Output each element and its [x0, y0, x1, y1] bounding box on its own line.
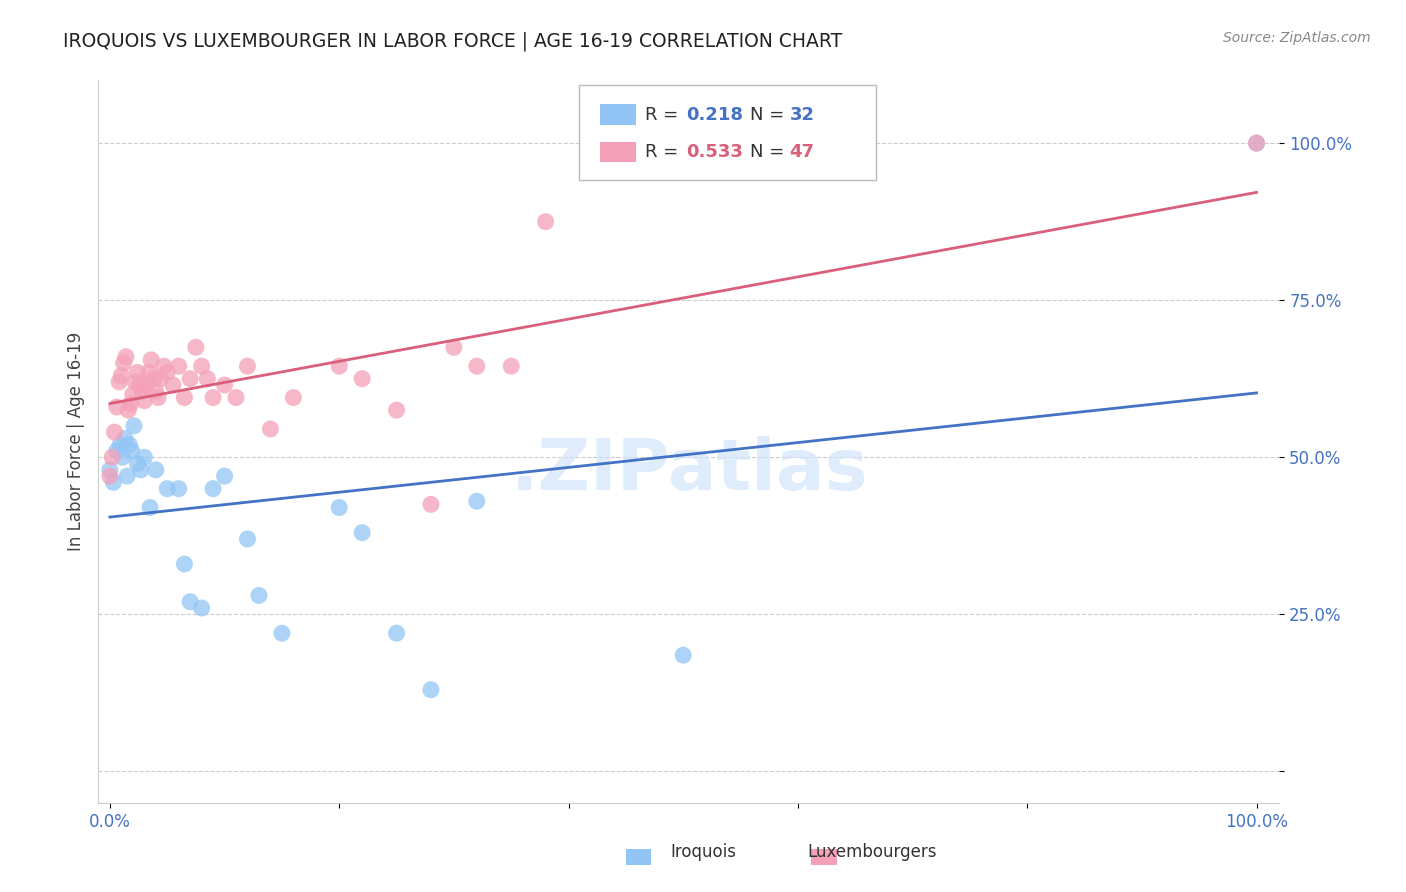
- Point: [167, 359, 190, 373]
- Point: [283, 391, 305, 405]
- Text: R =: R =: [645, 143, 685, 161]
- Point: [202, 391, 225, 405]
- Point: [328, 500, 350, 515]
- Point: [236, 359, 259, 373]
- Point: [152, 359, 174, 373]
- Point: [127, 457, 149, 471]
- Point: [135, 378, 157, 392]
- Point: [420, 497, 443, 511]
- Point: [167, 482, 190, 496]
- Point: [145, 384, 167, 399]
- Point: [420, 682, 443, 697]
- Text: .ZIPatlas: .ZIPatlas: [510, 436, 868, 505]
- Point: [115, 469, 138, 483]
- Point: [141, 352, 163, 367]
- FancyBboxPatch shape: [579, 86, 876, 180]
- Point: [103, 425, 125, 439]
- Point: [111, 450, 134, 465]
- Point: [134, 393, 156, 408]
- Point: [236, 532, 259, 546]
- Text: 0.218: 0.218: [686, 105, 744, 124]
- Text: 0.533: 0.533: [686, 143, 744, 161]
- Point: [443, 340, 465, 354]
- Point: [195, 372, 218, 386]
- Point: [115, 350, 138, 364]
- Point: [117, 403, 139, 417]
- Point: [129, 463, 152, 477]
- Point: [101, 450, 124, 465]
- Point: [156, 482, 179, 496]
- Point: [173, 391, 195, 405]
- Point: [190, 601, 212, 615]
- Text: Luxembourgers: Luxembourgers: [807, 843, 936, 861]
- Point: [190, 359, 212, 373]
- Text: N =: N =: [751, 105, 790, 124]
- Point: [124, 375, 146, 389]
- Point: [225, 391, 247, 405]
- Point: [534, 214, 557, 228]
- Point: [465, 494, 488, 508]
- Point: [134, 450, 156, 465]
- Text: Source: ZipAtlas.com: Source: ZipAtlas.com: [1223, 31, 1371, 45]
- Point: [118, 438, 141, 452]
- Point: [179, 595, 201, 609]
- FancyBboxPatch shape: [600, 142, 636, 162]
- Text: 32: 32: [789, 105, 814, 124]
- Point: [156, 366, 179, 380]
- Point: [672, 648, 695, 662]
- Point: [259, 422, 281, 436]
- Point: [128, 378, 150, 392]
- Point: [138, 366, 160, 380]
- Point: [162, 378, 184, 392]
- Text: R =: R =: [645, 105, 685, 124]
- Point: [179, 372, 201, 386]
- Point: [120, 397, 142, 411]
- Point: [328, 359, 350, 373]
- Text: Iroquois: Iroquois: [671, 843, 735, 861]
- Text: IROQUOIS VS LUXEMBOURGER IN LABOR FORCE | AGE 16-19 CORRELATION CHART: IROQUOIS VS LUXEMBOURGER IN LABOR FORCE …: [63, 31, 842, 51]
- Point: [105, 444, 128, 458]
- Point: [122, 418, 145, 433]
- Point: [1246, 136, 1268, 150]
- Point: [103, 475, 125, 490]
- Point: [121, 444, 143, 458]
- Point: [149, 372, 172, 386]
- Point: [145, 463, 167, 477]
- Point: [127, 366, 149, 380]
- Point: [385, 626, 408, 640]
- Y-axis label: In Labor Force | Age 16-19: In Labor Force | Age 16-19: [66, 332, 84, 551]
- Point: [385, 403, 408, 417]
- Point: [214, 378, 236, 392]
- Text: N =: N =: [751, 143, 790, 161]
- Point: [247, 589, 270, 603]
- Point: [131, 384, 153, 399]
- Point: [1246, 136, 1268, 150]
- Point: [146, 391, 169, 405]
- Point: [352, 525, 374, 540]
- Point: [110, 368, 132, 383]
- Text: 47: 47: [789, 143, 814, 161]
- Point: [105, 400, 128, 414]
- Point: [214, 469, 236, 483]
- Point: [142, 372, 165, 386]
- Point: [108, 438, 131, 452]
- Point: [98, 469, 121, 483]
- Point: [173, 557, 195, 571]
- Point: [184, 340, 207, 354]
- FancyBboxPatch shape: [600, 104, 636, 125]
- Point: [114, 431, 136, 445]
- Point: [352, 372, 374, 386]
- Point: [465, 359, 488, 373]
- Point: [108, 375, 131, 389]
- Point: [121, 387, 143, 401]
- Point: [501, 359, 523, 373]
- Point: [270, 626, 292, 640]
- Point: [139, 500, 162, 515]
- Point: [202, 482, 225, 496]
- Point: [112, 356, 135, 370]
- Point: [98, 463, 121, 477]
